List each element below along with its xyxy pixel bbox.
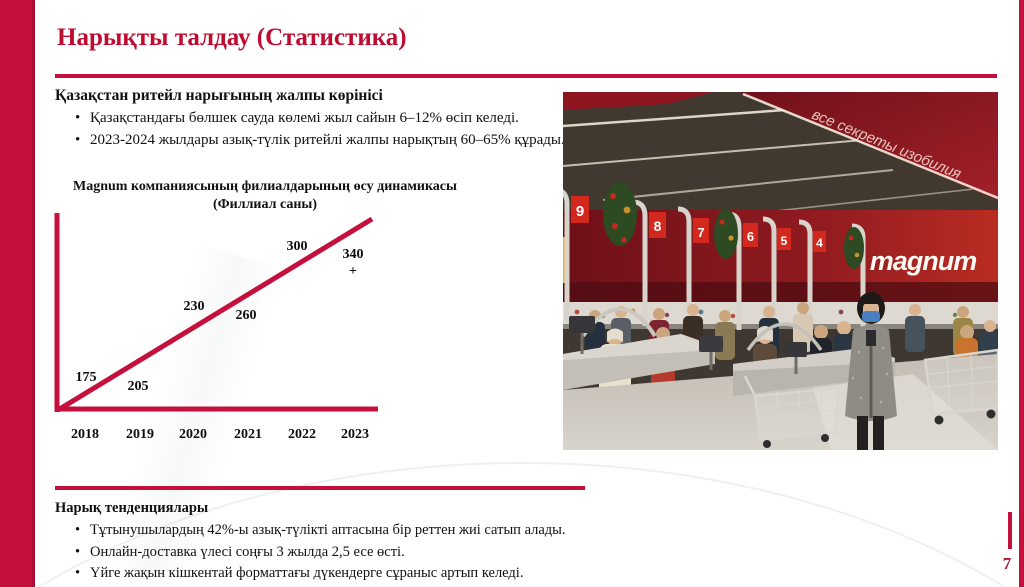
trends-heading: Нарық тенденциялары <box>55 500 209 516</box>
lane-number: 9 <box>576 203 584 220</box>
masked-woman <box>845 292 897 450</box>
overview-heading: Қазақстан ритейл нарығының жалпы көрініс… <box>55 87 383 104</box>
chart-value-label: 300 <box>287 239 308 254</box>
magnum-logo: magnum <box>870 246 977 276</box>
chart-value-label: 175 <box>76 370 97 385</box>
trends-bullet: Үйге жақын кішкентай форматтағы дүкендер… <box>73 563 665 584</box>
title-divider <box>55 74 997 78</box>
wreaths <box>603 182 864 269</box>
lane-signs: 9 8 7 6 5 4 <box>571 196 826 252</box>
shopping-carts <box>743 348 998 448</box>
overview-bullet-list: Қазақстандағы бөлшек сауда көлемі жыл са… <box>55 108 580 150</box>
trends-section: Нарық тенденциялары Тұтынушылардың 42%-ы… <box>55 498 665 584</box>
chart-title-line2: (Филлиал саны) <box>212 196 318 212</box>
chart-x-label: 2021 <box>234 427 262 442</box>
lane-number: 8 <box>654 218 662 234</box>
lane-number: 4 <box>816 236 823 250</box>
trends-bullet: Онлайн-доставка үлесі соңғы 3 жылда 2,5 … <box>73 542 665 563</box>
chart-value-label: 260 <box>236 308 257 323</box>
chart-x-label: 2018 <box>71 427 99 442</box>
trends-bullet: Тұтынушылардың 42%-ы азық-түлікті аптасы… <box>73 520 665 541</box>
page-number: 7 <box>1002 554 1012 573</box>
lane-number: 6 <box>747 229 754 244</box>
supermarket-photo: все секреты изобилия magnum <box>563 92 998 450</box>
chart-value-label: 340 <box>343 247 364 262</box>
chart-value-label: 230 <box>184 299 205 314</box>
chart-value-label: 205 <box>128 379 149 394</box>
lane-number: 5 <box>781 234 788 248</box>
chart-value-suffix: + <box>349 264 357 279</box>
trends-divider <box>55 486 585 490</box>
chart-x-label: 2022 <box>288 427 316 442</box>
background-arc <box>0 462 1024 587</box>
chart-trend-line <box>56 216 374 413</box>
right-accent-bar <box>1019 0 1024 587</box>
overview-bullet: Қазақстандағы бөлшек сауда көлемі жыл са… <box>73 108 580 129</box>
overview-bullet: 2023-2024 жылдары азық-түлік ритейлі жал… <box>73 130 580 151</box>
chart-x-label: 2020 <box>179 427 207 442</box>
trends-bullet-list: Тұтынушылардың 42%-ы азық-түлікті аптасы… <box>55 520 665 583</box>
chart-title-line1: Magnum компаниясының филиалдарының өсу д… <box>73 179 457 194</box>
chart: 175 205 230 260 300 340 + 2018 2019 2020… <box>54 213 378 442</box>
overview-section: Қазақстан ритейл нарығының жалпы көрініс… <box>55 85 580 152</box>
left-accent-bar <box>0 0 35 587</box>
checkout-counters <box>563 307 895 396</box>
lane-number: 7 <box>697 225 704 240</box>
chart-x-label: 2019 <box>126 427 154 442</box>
page-tick <box>1008 512 1012 549</box>
chart-title: Magnum компаниясының филиалдарының өсу д… <box>40 178 490 213</box>
page-title: Нарықты талдау (Статистика) <box>57 24 407 51</box>
chart-x-label: 2023 <box>341 427 369 442</box>
